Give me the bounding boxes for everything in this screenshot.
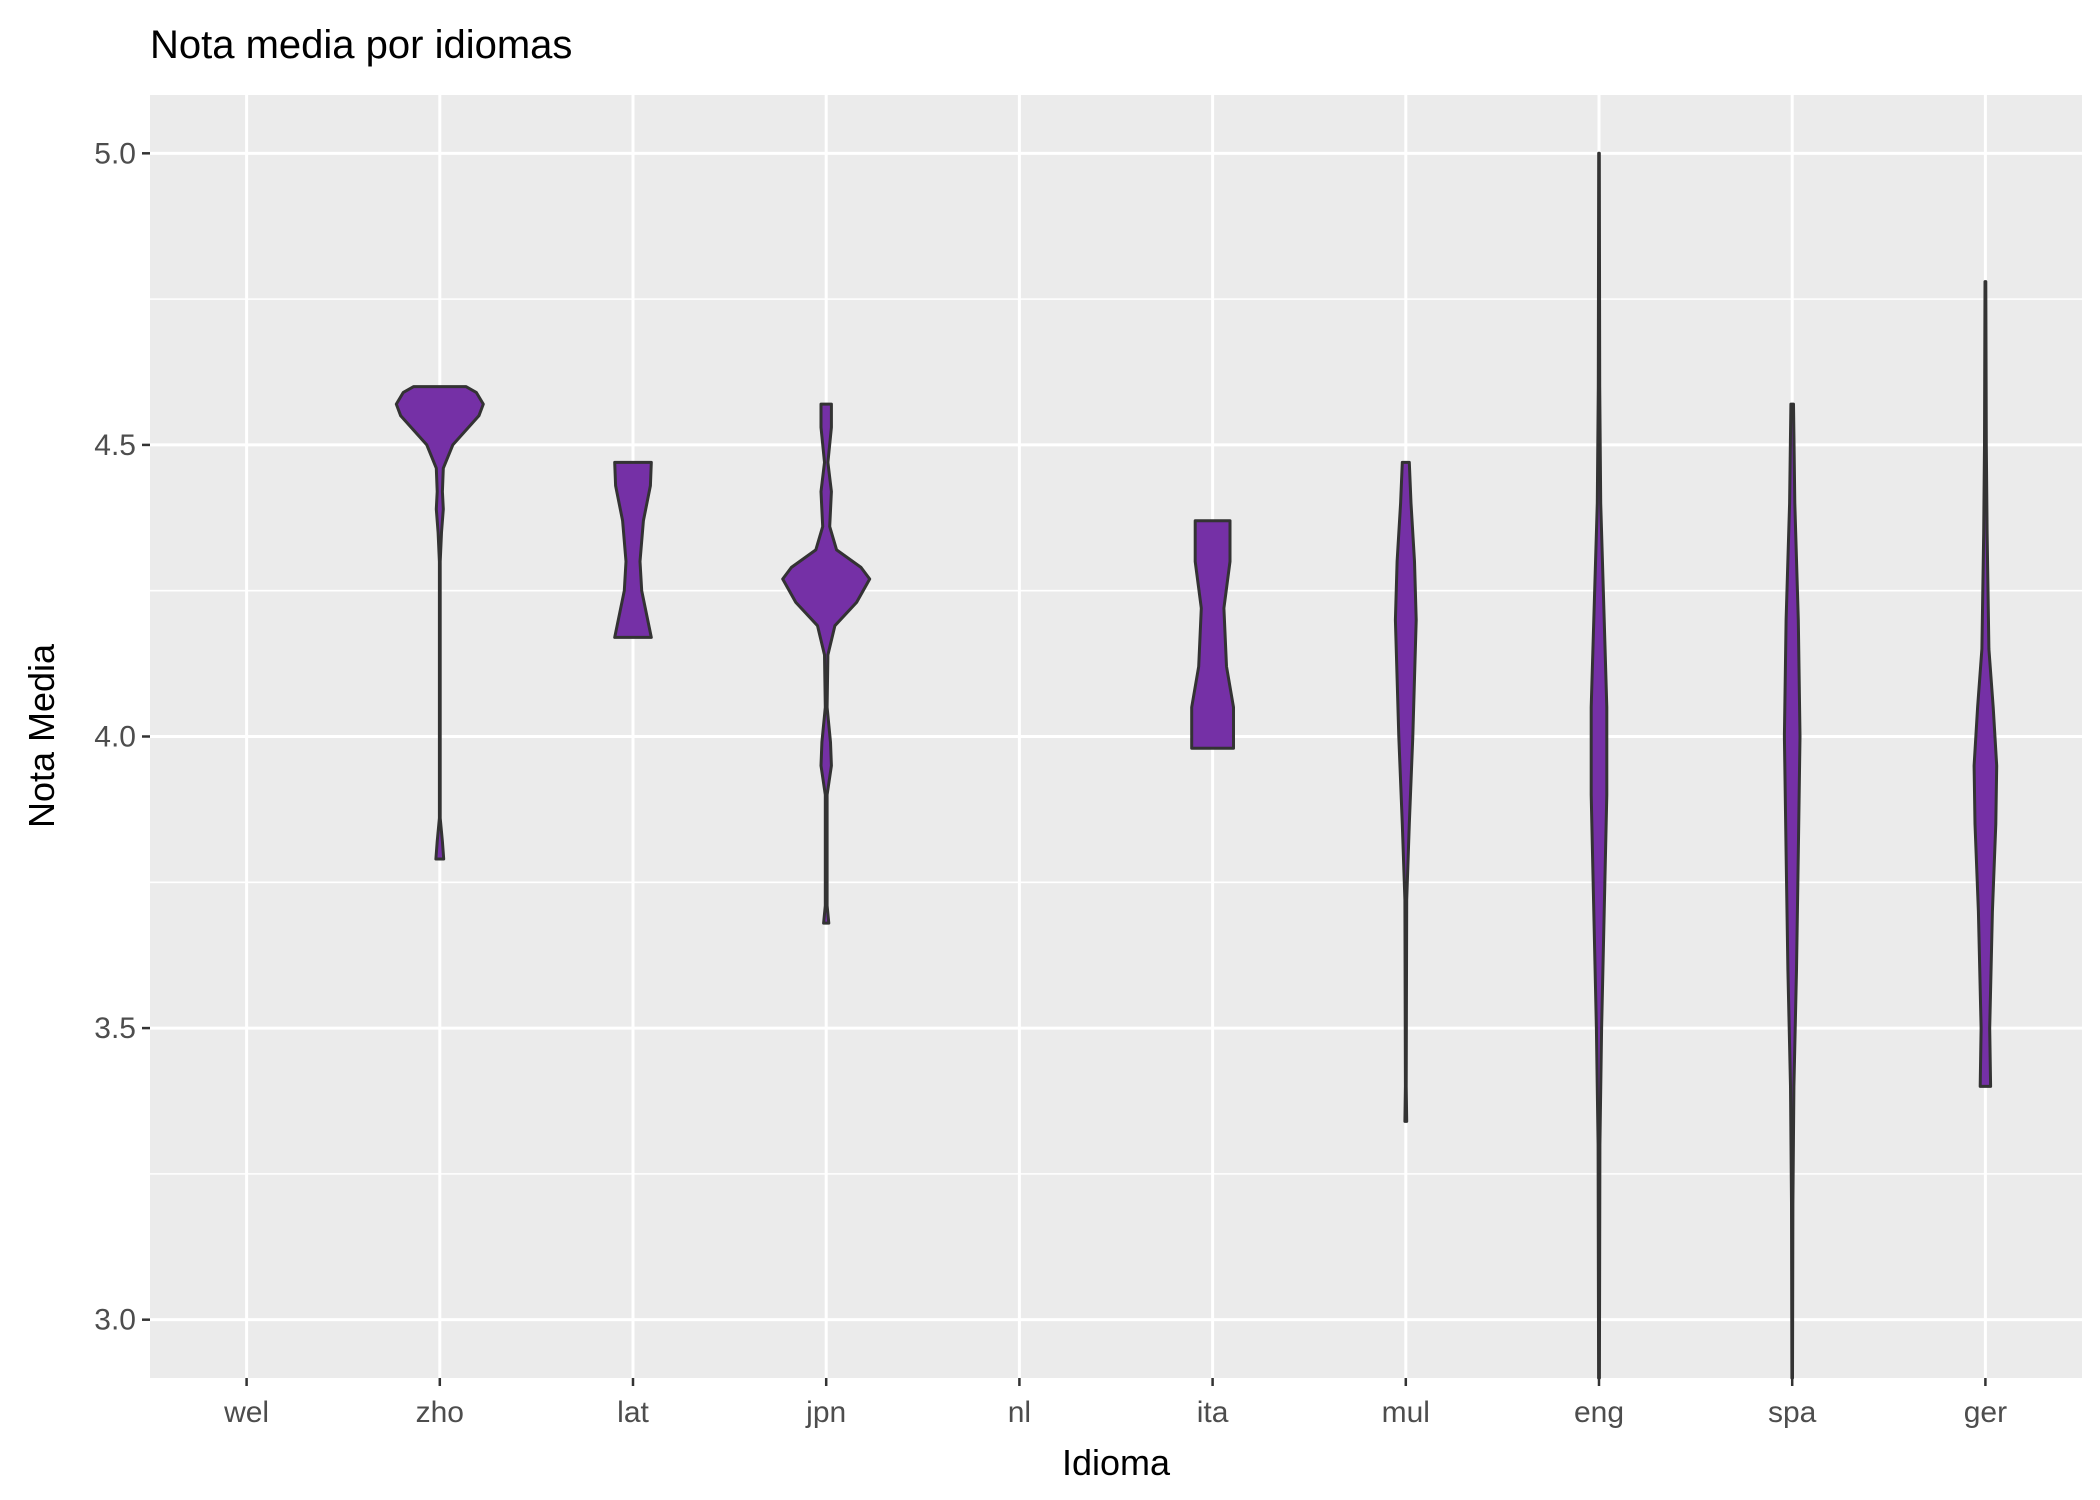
violin-spa xyxy=(1782,402,1802,1380)
y-tick-label: 5.0 xyxy=(94,137,136,170)
violin-mul xyxy=(1393,460,1418,1123)
violin-jpn xyxy=(781,402,872,925)
x-tick-label: mul xyxy=(1382,1396,1430,1429)
violin-ger xyxy=(1972,280,1999,1088)
y-tick-label: 4.5 xyxy=(94,429,136,462)
x-axis: wel zho lat jpn nl ita mul eng spa ger xyxy=(223,1378,2007,1429)
x-tick-label: ita xyxy=(1197,1396,1229,1429)
violin-lat xyxy=(613,460,653,639)
x-tick-label: lat xyxy=(617,1396,649,1429)
x-axis-title: Idioma xyxy=(1062,1442,1171,1483)
violin-series xyxy=(394,151,1999,1380)
x-tick-label: nl xyxy=(1008,1396,1031,1429)
x-tick-label: jpn xyxy=(805,1396,846,1429)
y-tick-label: 4.0 xyxy=(94,721,136,754)
x-tick-label: eng xyxy=(1574,1396,1624,1429)
x-tick-label: ger xyxy=(1964,1396,2007,1429)
y-tick-label: 3.0 xyxy=(94,1304,136,1337)
violin-eng xyxy=(1589,151,1609,1380)
y-axis: 3.0 3.5 4.0 4.5 5.0 xyxy=(94,137,150,1337)
chart-title: Nota media por idiomas xyxy=(150,23,572,67)
y-tick-label: 3.5 xyxy=(94,1012,136,1045)
violin-zho xyxy=(394,385,485,861)
minor-gridlines xyxy=(150,298,2082,1175)
violin-ita xyxy=(1190,519,1235,750)
x-tick-label: zho xyxy=(416,1396,464,1429)
x-tick-label: spa xyxy=(1768,1396,1817,1429)
x-tick-label: wel xyxy=(223,1396,269,1429)
y-axis-title: Nota Media xyxy=(21,643,62,828)
